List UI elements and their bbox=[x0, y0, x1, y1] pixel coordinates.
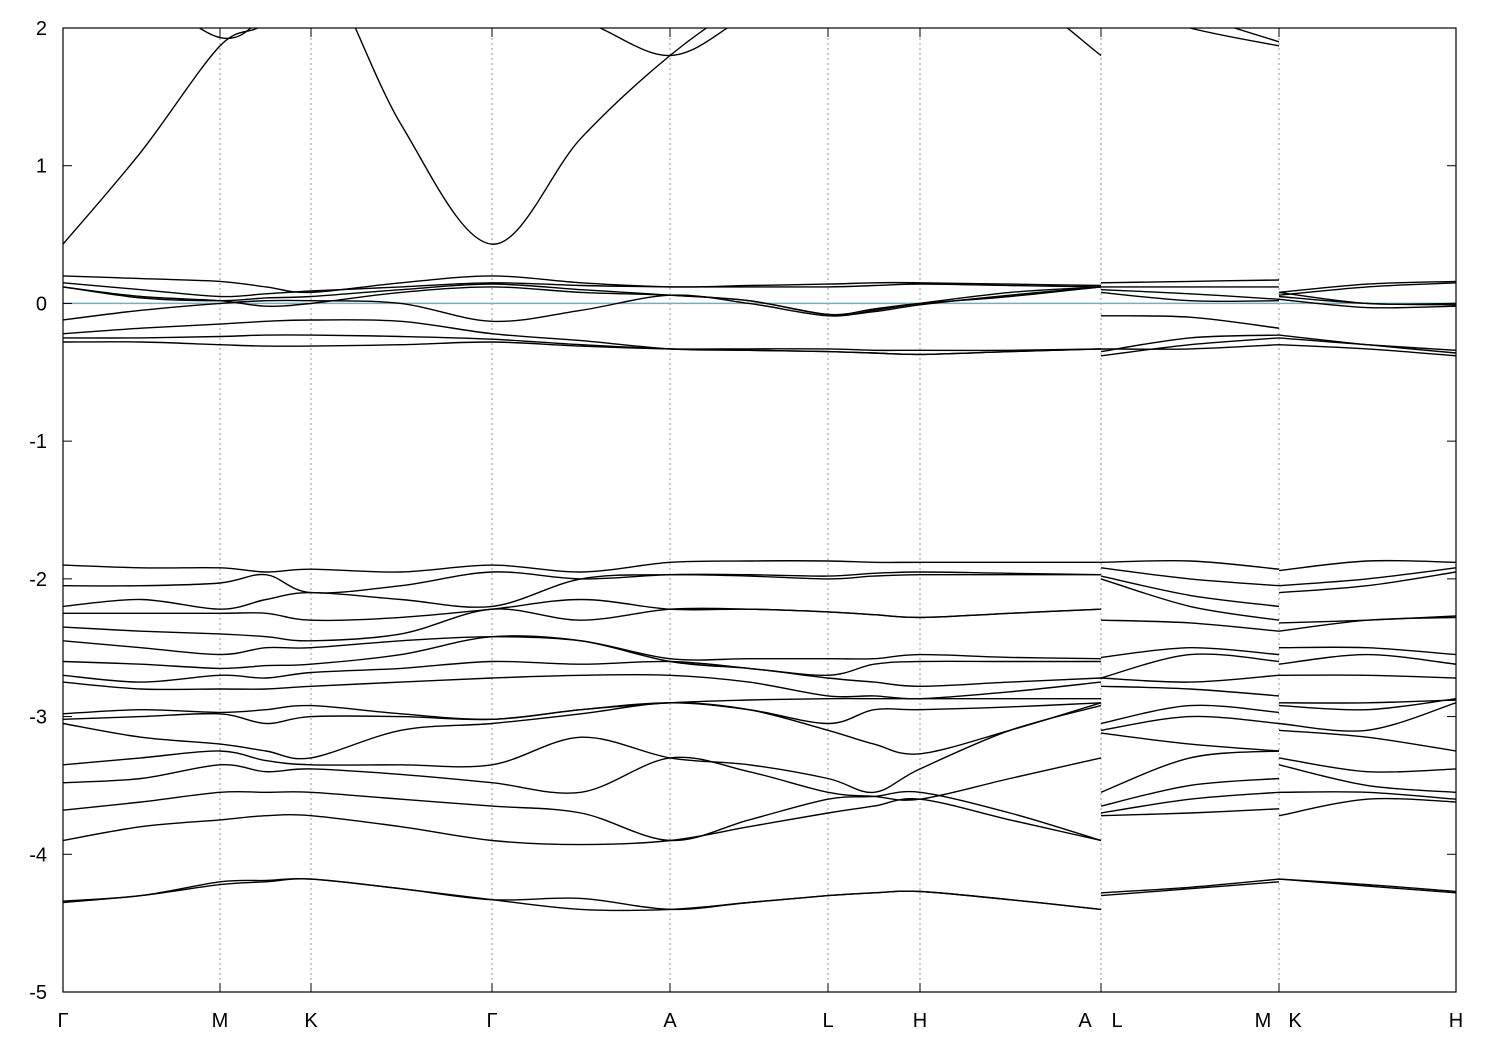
x-tick-label: H bbox=[913, 1010, 927, 1032]
band-line bbox=[63, 756, 1456, 807]
band-line bbox=[63, 702, 1456, 732]
grid bbox=[62, 28, 1457, 992]
plot-frame bbox=[62, 27, 1457, 993]
x-tick-label: A bbox=[1078, 1010, 1092, 1032]
x-tick-label: A bbox=[663, 1010, 677, 1032]
x-tick-label: Γ bbox=[57, 1010, 68, 1032]
y-tick-label: 0 bbox=[36, 293, 47, 315]
x-tick-label: M bbox=[212, 1010, 229, 1032]
band-line bbox=[63, 571, 1456, 610]
band-line bbox=[63, 28, 1280, 245]
band-line bbox=[63, 578, 1456, 624]
y-tick-label: -2 bbox=[29, 569, 47, 591]
band-line bbox=[63, 607, 1456, 642]
band-line bbox=[63, 704, 1456, 794]
x-tick-label: Γ bbox=[486, 1010, 497, 1032]
band-line bbox=[63, 559, 1456, 573]
band-line bbox=[63, 702, 1456, 760]
band-line bbox=[63, 635, 1456, 679]
band-line bbox=[63, 286, 1456, 316]
band-line bbox=[63, 275, 1456, 294]
band-line bbox=[63, 660, 1456, 688]
bands bbox=[63, 28, 1456, 912]
band-line bbox=[63, 283, 1456, 316]
y-tick-label: 2 bbox=[36, 18, 47, 40]
y-tick-label: -4 bbox=[29, 844, 47, 866]
band-line bbox=[198, 28, 1280, 57]
y-tick-label: 1 bbox=[36, 156, 47, 178]
x-tick-label: L bbox=[1111, 1010, 1122, 1032]
band-line bbox=[63, 341, 1456, 357]
y-tick-label: -1 bbox=[29, 431, 47, 453]
x-tick-label: K bbox=[304, 1010, 318, 1032]
x-tick-label: L bbox=[822, 1010, 833, 1032]
band-line bbox=[63, 334, 1456, 357]
band-line bbox=[63, 878, 1456, 912]
band-line bbox=[63, 635, 1456, 661]
band-line bbox=[63, 797, 1456, 846]
band-line bbox=[63, 790, 1456, 842]
y-tick-label: -5 bbox=[29, 982, 47, 1004]
x-tick-label: M bbox=[1255, 1010, 1272, 1032]
y-tick-label: -3 bbox=[29, 707, 47, 729]
x-tick-label: K bbox=[1288, 1010, 1302, 1032]
band-line bbox=[63, 877, 1456, 911]
x-tick-label: H bbox=[1449, 1010, 1463, 1032]
band-line bbox=[63, 282, 1456, 298]
